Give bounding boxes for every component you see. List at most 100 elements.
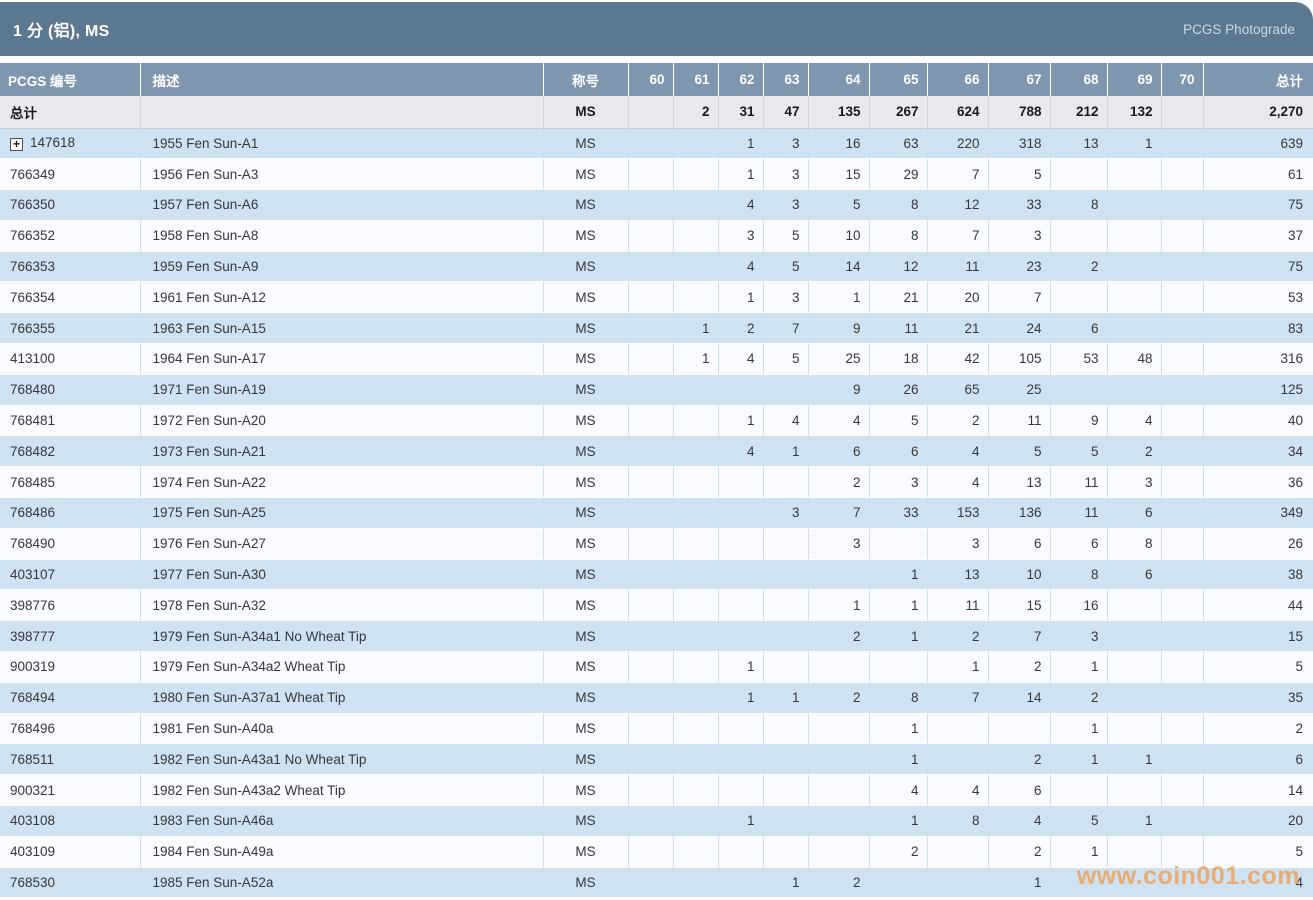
pcgs-number-link[interactable]: 147618 <box>30 135 76 151</box>
description-cell: 1972 Fen Sun-A20 <box>140 405 544 437</box>
grade-70-count-cell <box>1161 281 1204 314</box>
grade-67-count-cell: 1 <box>988 867 1051 899</box>
designation-cell: MS <box>543 774 629 807</box>
grade-64-count-cell: 9 <box>808 374 870 406</box>
pcgs-number-link[interactable]: 768485 <box>10 474 56 490</box>
pcgs-number-cell[interactable]: 766350 <box>0 189 141 221</box>
photograde-link[interactable]: PCGS Photograde <box>1183 21 1295 37</box>
pcgs-number-link[interactable]: 768530 <box>10 875 56 891</box>
pcgs-number-cell[interactable]: 900321 <box>0 774 141 807</box>
pcgs-number-cell[interactable]: 766352 <box>0 220 141 252</box>
grade-65-count-cell <box>869 867 928 899</box>
grade-67-count-cell: 33 <box>988 189 1051 221</box>
pcgs-number-cell[interactable]: 768496 <box>0 713 141 745</box>
pcgs-number-cell[interactable]: 768481 <box>0 405 141 437</box>
grade-66-count-cell: 20 <box>927 281 989 314</box>
grade-66-count-cell: 3 <box>927 528 989 560</box>
pcgs-number-link[interactable]: 768481 <box>10 413 56 429</box>
pcgs-number-link[interactable]: 403109 <box>10 844 56 860</box>
grade-63-count-cell: 1 <box>763 867 809 899</box>
table-row: 768481 1972 Fen Sun-A20 MS 1 4 4 5 2 11 9 4 40 <box>0 405 1313 437</box>
pcgs-number-link[interactable]: 900321 <box>10 782 56 798</box>
grade-70-count-cell <box>1161 189 1204 221</box>
row-total-cell: 6 <box>1203 743 1313 776</box>
pcgs-number-link[interactable]: 768482 <box>10 443 56 459</box>
pcgs-number-cell[interactable]: 768530 <box>0 867 141 899</box>
totals-grade-65-cell: 267 <box>869 96 928 129</box>
pcgs-number-link[interactable]: 766349 <box>10 166 56 182</box>
pcgs-number-link[interactable]: 766354 <box>10 289 56 305</box>
pcgs-number-cell[interactable]: 768485 <box>0 466 141 499</box>
grade-67-count-cell: 14 <box>988 682 1051 714</box>
pcgs-number-cell[interactable]: 413100 <box>0 343 141 375</box>
grade-68-count-cell <box>1050 774 1108 807</box>
grade-68-count-cell: 2 <box>1050 251 1108 283</box>
pcgs-number-link[interactable]: 398776 <box>10 597 56 613</box>
grade-70-count-cell <box>1161 651 1204 683</box>
grade-68-count-cell <box>1050 281 1108 314</box>
grade-66-count-cell: 7 <box>927 158 989 191</box>
pcgs-number-link[interactable]: 413100 <box>10 351 56 367</box>
table-row: 766354 1961 Fen Sun-A12 MS 1 3 1 21 20 7 53 <box>0 281 1313 314</box>
pcgs-number-cell[interactable]: 398776 <box>0 589 141 622</box>
grade-70-count-cell <box>1161 466 1204 499</box>
grade-67-count-cell: 6 <box>988 774 1051 807</box>
grade-68-count-cell: 1 <box>1050 651 1108 683</box>
grade-64-count-cell: 9 <box>808 312 870 345</box>
pcgs-number-cell[interactable]: +147618 <box>0 128 141 160</box>
grade-63-count-cell: 5 <box>763 220 809 252</box>
pcgs-number-cell[interactable]: 403107 <box>0 559 141 591</box>
pcgs-number-cell[interactable]: 768482 <box>0 435 141 468</box>
pcgs-number-link[interactable]: 768486 <box>10 505 56 521</box>
grade-69-count-cell <box>1107 651 1162 683</box>
pcgs-number-cell[interactable]: 766353 <box>0 251 141 283</box>
grade-67-count-cell <box>988 713 1051 745</box>
pcgs-number-link[interactable]: 766353 <box>10 259 56 275</box>
pcgs-number-cell[interactable]: 398777 <box>0 620 141 653</box>
grade-64-count-cell: 4 <box>808 405 870 437</box>
pcgs-number-cell[interactable]: 766354 <box>0 281 141 314</box>
grade-67-count-cell: 4 <box>988 805 1051 837</box>
grade-70-count-cell <box>1161 836 1204 868</box>
expand-icon[interactable]: + <box>10 138 23 152</box>
grade-60-count-cell <box>628 158 674 191</box>
grade-65-count-cell: 8 <box>869 220 928 252</box>
pcgs-number-link[interactable]: 766355 <box>10 320 56 336</box>
pcgs-number-link[interactable]: 403108 <box>10 813 56 829</box>
pcgs-number-link[interactable]: 398777 <box>10 628 56 644</box>
row-total-cell: 26 <box>1203 528 1313 560</box>
grade-70-count-cell <box>1161 620 1204 653</box>
pcgs-number-cell[interactable]: 403109 <box>0 836 141 868</box>
pcgs-number-cell[interactable]: 403108 <box>0 805 141 837</box>
pcgs-number-link[interactable]: 768480 <box>10 382 56 398</box>
grade-65-count-cell <box>869 651 928 683</box>
grade-69-count-cell: 2 <box>1107 435 1162 468</box>
pcgs-number-cell[interactable]: 900319 <box>0 651 141 683</box>
pcgs-number-cell[interactable]: 766349 <box>0 158 141 191</box>
description-cell: 1964 Fen Sun-A17 <box>140 343 544 375</box>
pcgs-number-cell[interactable]: 768486 <box>0 497 141 529</box>
grade-65-count-cell: 8 <box>869 189 928 221</box>
grade-60-count-cell <box>628 220 674 252</box>
pcgs-number-cell[interactable]: 768511 <box>0 743 141 776</box>
pcgs-number-cell[interactable]: 766355 <box>0 312 141 345</box>
grade-62-count-cell: 4 <box>718 251 764 283</box>
pcgs-number-link[interactable]: 768496 <box>10 721 56 737</box>
grade-62-count-cell: 1 <box>718 128 764 160</box>
pcgs-number-link[interactable]: 900319 <box>10 659 56 675</box>
grade-68-count-cell: 1 <box>1050 743 1108 776</box>
grade-64-count-cell <box>808 559 870 591</box>
pcgs-number-link[interactable]: 768494 <box>10 690 56 706</box>
grade-70-count-cell <box>1161 497 1204 529</box>
grade-68-count-cell: 5 <box>1050 435 1108 468</box>
grade-66-count-cell: 2 <box>927 405 989 437</box>
pcgs-number-link[interactable]: 766352 <box>10 228 56 244</box>
pcgs-number-link[interactable]: 768511 <box>10 751 55 767</box>
pcgs-number-link[interactable]: 766350 <box>10 197 56 213</box>
pcgs-number-cell[interactable]: 768490 <box>0 528 141 560</box>
pcgs-number-cell[interactable]: 768494 <box>0 682 141 714</box>
pcgs-number-link[interactable]: 768490 <box>10 536 56 552</box>
grade-62-count-cell: 1 <box>718 158 764 191</box>
pcgs-number-link[interactable]: 403107 <box>10 567 56 583</box>
pcgs-number-cell[interactable]: 768480 <box>0 374 141 406</box>
